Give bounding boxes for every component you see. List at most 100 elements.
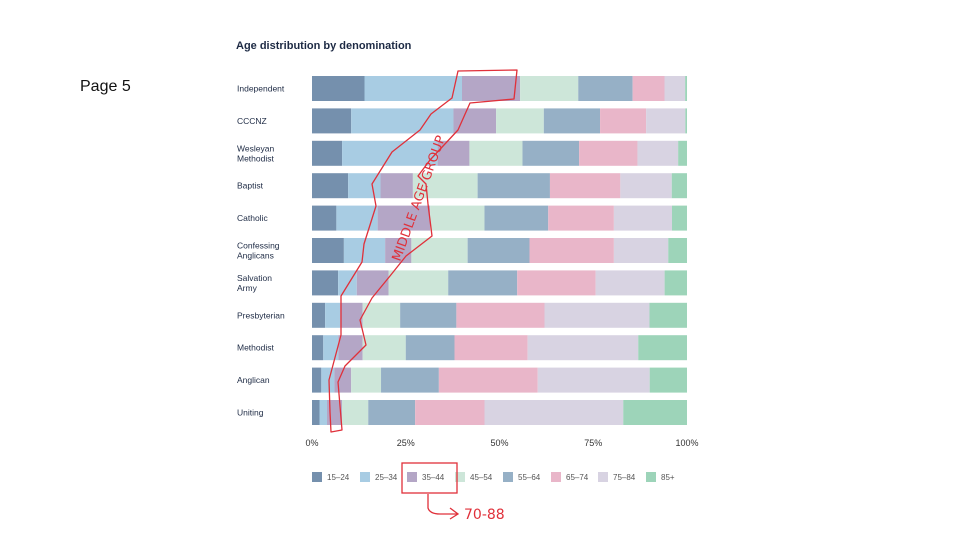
- bar-segment-0-5: [632, 76, 665, 101]
- bar-segment-6-0: [312, 270, 339, 296]
- bar-segment-9-7: [649, 367, 687, 393]
- bar-segment-5-3: [411, 238, 468, 263]
- bar-segment-6-1: [338, 270, 357, 296]
- bar-segment-5-6: [613, 238, 669, 263]
- bar-segment-0-3: [520, 76, 579, 101]
- bar-segment-4-4: [484, 205, 549, 231]
- bar-segment-2-3: [469, 140, 523, 166]
- bar-segment-3-7: [671, 173, 687, 199]
- page-label: Page 5: [80, 78, 131, 95]
- bar-segment-7-4: [400, 302, 457, 328]
- bar-segment-3-0: [312, 173, 349, 199]
- bar-segment-3-5: [549, 173, 621, 199]
- legend-swatch-3: [455, 472, 465, 482]
- bar-segment-1-0: [312, 108, 352, 134]
- legend-swatch-5: [551, 472, 561, 482]
- bar-segment-3-1: [348, 173, 381, 199]
- bar-segment-4-0: [312, 205, 337, 231]
- bar-segment-4-5: [548, 205, 614, 231]
- category-label-0: Independent: [237, 84, 285, 94]
- category-label-9: Anglican: [237, 375, 270, 385]
- bar-segment-9-5: [438, 367, 538, 393]
- bar-segment-10-6: [484, 400, 624, 425]
- bar-segment-10-1: [319, 400, 327, 425]
- legend-label-4: 55–64: [518, 473, 541, 482]
- bar-segment-5-0: [312, 238, 344, 263]
- bar-segment-10-3: [342, 400, 369, 425]
- x-tick-3: 75%: [584, 438, 602, 448]
- bar-segment-8-6: [527, 335, 639, 361]
- bar-segment-8-3: [362, 335, 406, 361]
- bar-segment-1-7: [685, 108, 687, 134]
- bar-segment-3-2: [380, 173, 413, 199]
- bar-segment-9-3: [351, 367, 382, 393]
- bar-segment-2-6: [637, 140, 679, 166]
- handwritten-annotations: MIDDLE AGE GROUP 70-88: [328, 69, 518, 523]
- category-label-3: Baptist: [237, 181, 264, 191]
- bar-segment-8-2: [338, 335, 363, 361]
- bar-segment-10-4: [368, 400, 416, 425]
- bar-segment-9-4: [381, 367, 439, 393]
- x-tick-4: 100%: [675, 438, 698, 448]
- bar-segment-5-7: [668, 238, 687, 263]
- legend-label-6: 75–84: [613, 473, 636, 482]
- bar-segment-4-3: [430, 205, 485, 231]
- bar-segment-9-0: [312, 367, 322, 393]
- legend-label-1: 25–34: [375, 473, 398, 482]
- x-tick-1: 25%: [397, 438, 415, 448]
- bar-segment-8-5: [454, 335, 528, 361]
- legend-label-5: 65–74: [566, 473, 589, 482]
- legend-swatch-2: [407, 472, 417, 482]
- legend-highlight-box: [401, 462, 458, 494]
- bar-segment-2-2: [437, 140, 470, 166]
- bar-segment-0-0: [312, 76, 365, 101]
- bar-segment-1-5: [600, 108, 647, 134]
- legend-note: 70-88: [464, 507, 505, 523]
- bar-segment-6-2: [356, 270, 389, 296]
- category-label-10: Uniting: [237, 408, 264, 418]
- arrow-icon: [427, 494, 460, 520]
- x-tick-0: 0%: [305, 438, 318, 448]
- bar-segment-4-7: [672, 205, 687, 231]
- bar-segment-3-3: [412, 173, 478, 199]
- bar-segment-9-6: [537, 367, 650, 393]
- bar-segment-9-1: [321, 367, 335, 393]
- bar-segment-6-5: [517, 270, 596, 296]
- bar-segment-8-0: [312, 335, 324, 361]
- x-tick-2: 50%: [490, 438, 508, 448]
- bar-segment-1-4: [543, 108, 601, 134]
- bar-segment-0-2: [462, 76, 521, 101]
- category-label-7: Presbyterian: [237, 310, 285, 320]
- bar-segment-7-6: [544, 302, 650, 328]
- bar-segment-0-6: [664, 76, 686, 101]
- legend-swatch-6: [598, 472, 608, 482]
- bar-segment-3-6: [620, 173, 672, 199]
- bar-segment-1-2: [453, 108, 497, 134]
- bar-segment-7-2: [340, 302, 363, 328]
- bars-group: [312, 76, 688, 425]
- bar-segment-0-1: [364, 76, 462, 101]
- bar-segment-5-2: [385, 238, 412, 263]
- chart-title: Age distribution by denomination: [236, 40, 412, 52]
- bar-segment-1-1: [351, 108, 454, 134]
- bar-segment-5-4: [467, 238, 530, 263]
- category-label-2: Wesleyan Methodist: [237, 143, 274, 163]
- bar-segment-6-6: [595, 270, 665, 296]
- bar-segment-6-4: [448, 270, 518, 296]
- bar-segment-2-5: [579, 140, 638, 166]
- legend-swatch-7: [646, 472, 656, 482]
- bar-segment-4-2: [377, 205, 431, 231]
- category-label-4: Catholic: [237, 213, 268, 223]
- category-label-5: Confessing Anglicans: [237, 241, 280, 261]
- legend-label-7: 85+: [661, 473, 675, 482]
- x-tick-labels: 0% 25% 50% 75% 100%: [305, 438, 698, 448]
- bar-segment-1-3: [496, 108, 544, 134]
- legend-label-3: 45–54: [470, 473, 493, 482]
- bar-segment-6-3: [388, 270, 449, 296]
- bar-segment-10-0: [312, 400, 320, 425]
- legend: 15–24 25–34 35–44 45–54 55–64 65–74 75–84 85+: [312, 472, 675, 482]
- legend-label-0: 15–24: [327, 473, 350, 482]
- legend-label-2: 35–44: [422, 473, 445, 482]
- bar-segment-2-4: [522, 140, 580, 166]
